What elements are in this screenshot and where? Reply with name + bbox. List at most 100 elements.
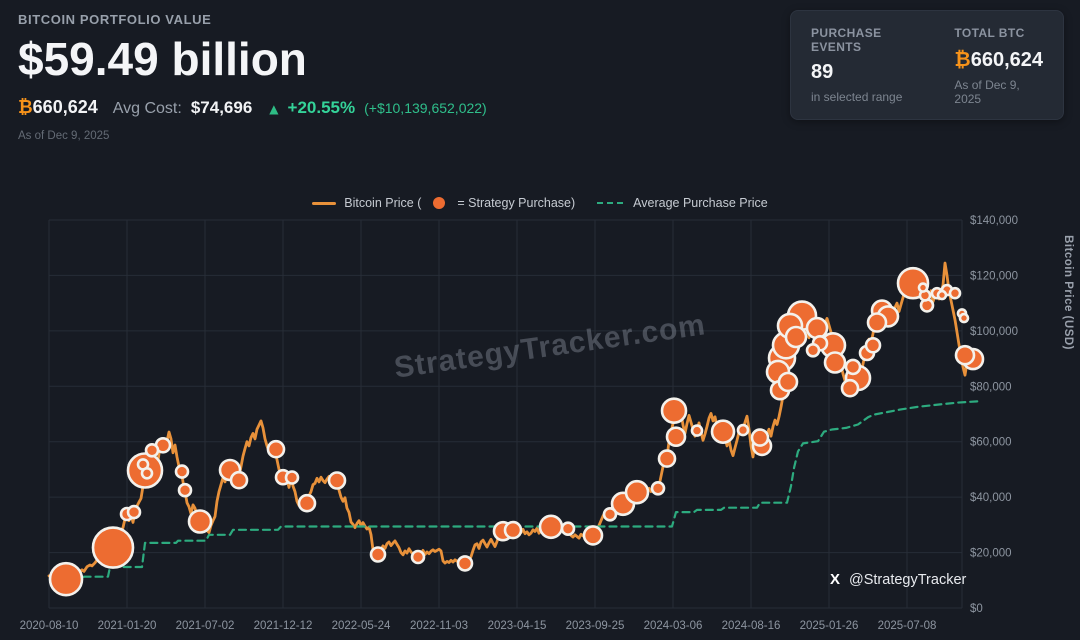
purchase-marker[interactable] <box>140 466 154 480</box>
purchase-marker[interactable] <box>917 282 929 293</box>
purchase-marker[interactable] <box>665 426 687 448</box>
x-tick-label: 2021-12-12 <box>254 620 313 632</box>
x-tick-label: 2023-09-25 <box>566 620 625 632</box>
purchase-marker[interactable] <box>736 423 750 437</box>
btc-icon: ₿ <box>18 97 33 119</box>
x-tick-label: 2025-07-08 <box>878 620 937 632</box>
purchase-marker[interactable] <box>602 506 618 522</box>
y-tick-label: $0 <box>970 603 983 615</box>
x-tick-label: 2021-07-02 <box>176 620 235 632</box>
btc-icon: ₿ <box>954 47 971 71</box>
change-absolute: (+$10,139,652,022) <box>364 100 487 117</box>
credit: X @StrategyTracker <box>830 571 966 588</box>
purchase-marker[interactable] <box>948 286 962 300</box>
purchase-marker[interactable] <box>660 397 688 425</box>
avg-cost-label: Avg Cost: <box>112 100 182 118</box>
legend-price-suffix: = Strategy Purchase) <box>457 196 576 210</box>
purchase-marker[interactable] <box>410 549 426 565</box>
total-btc-label: TOTAL BTC <box>954 26 1025 40</box>
purchase-marker[interactable] <box>48 561 84 597</box>
purchase-marker[interactable] <box>503 520 523 540</box>
avg-line-swatch <box>597 202 624 204</box>
stats-panel: PURCHASE EVENTS 89 in selected range TOT… <box>790 10 1064 120</box>
axis-labels: $140,000 $120,000 $100,000 $80,000 $60,000 $4… <box>20 215 1018 632</box>
purchase-events-value: 89 <box>811 61 834 83</box>
purchase-marker[interactable] <box>750 428 770 447</box>
purchase-marker[interactable] <box>823 351 847 374</box>
purchase-marker[interactable] <box>624 479 650 505</box>
as-of-date: As of Dec 9, 2025 <box>18 130 110 143</box>
total-btc-stat: TOTAL BTC ₿660,624 As of Dec 9, 2025 <box>954 26 1043 106</box>
x-tick-label: 2022-11-03 <box>410 620 468 632</box>
purchase-marker[interactable] <box>144 442 160 458</box>
x-tick-label: 2024-03-06 <box>644 620 703 632</box>
purchase-marker[interactable] <box>864 336 882 354</box>
purchase-marker[interactable] <box>266 439 286 459</box>
purchase-marker[interactable] <box>91 526 135 569</box>
purchase-marker[interactable] <box>650 480 666 496</box>
stats-row: ₿660,624 Avg Cost: $74,696 ▲ +20.55% (+$… <box>18 97 487 118</box>
purchase-marker[interactable] <box>126 504 142 520</box>
purchase-marker[interactable] <box>560 521 576 537</box>
purchase-marker[interactable] <box>840 378 860 398</box>
purchase-marker[interactable] <box>805 342 821 358</box>
purchase-marker[interactable] <box>229 470 249 490</box>
x-tick-label: 2024-08-16 <box>722 620 781 632</box>
purchase-events-stat: PURCHASE EVENTS 89 in selected range <box>811 26 916 106</box>
x-tick-label: 2023-04-15 <box>488 620 547 632</box>
y-tick-label: $20,000 <box>970 548 1012 560</box>
y-tick-label: $60,000 <box>970 437 1012 449</box>
purchase-marker[interactable] <box>784 325 808 349</box>
purchase-marker[interactable] <box>369 546 387 563</box>
purchase-dot-icon <box>433 197 446 209</box>
x-tick-label: 2025-01-26 <box>800 620 859 632</box>
credit-handle: @StrategyTracker <box>849 571 967 588</box>
purchase-events-label: PURCHASE EVENTS <box>811 26 882 54</box>
y-tick-label: $140,000 <box>970 215 1018 227</box>
x-tick-label: 2020-08-10 <box>20 620 79 632</box>
up-arrow-icon: ▲ <box>269 102 279 117</box>
x-logo-icon: X <box>830 571 841 588</box>
legend-avg-label: Average Purchase Price <box>633 196 768 210</box>
purchase-marker[interactable] <box>187 509 213 534</box>
purchase-marker[interactable] <box>327 471 347 490</box>
purchase-marker[interactable] <box>284 470 300 485</box>
purchase-markers[interactable] <box>48 266 985 597</box>
total-btc-sub: As of Dec 9, 2025 <box>954 78 1020 106</box>
purchase-marker[interactable] <box>958 312 970 324</box>
grid <box>48 219 963 609</box>
purchase-events-sub: in selected range <box>811 90 903 104</box>
portfolio-value: $59.49 billion <box>18 33 307 85</box>
header: BITCOIN PORTFOLIO VALUE $59.49 billion ₿… <box>18 12 487 142</box>
purchase-marker[interactable] <box>297 493 317 513</box>
y-axis-title: Bitcoin Price (USD) <box>1062 235 1074 350</box>
purchase-marker[interactable] <box>777 371 799 393</box>
y-tick-label: $40,000 <box>970 492 1012 504</box>
page-title: BITCOIN PORTFOLIO VALUE <box>18 12 212 27</box>
y-tick-label: $80,000 <box>970 381 1012 393</box>
btc-holdings: 660,624 <box>32 97 98 118</box>
x-tick-label: 2022-05-24 <box>332 620 391 632</box>
purchase-marker[interactable] <box>657 449 677 468</box>
total-btc-value: ₿660,624 <box>954 47 1043 71</box>
purchase-marker[interactable] <box>690 424 704 437</box>
purchase-marker[interactable] <box>844 358 862 376</box>
y-tick-label: $100,000 <box>970 326 1018 338</box>
purchase-marker[interactable] <box>177 482 193 498</box>
purchase-marker[interactable] <box>710 419 736 445</box>
purchase-marker[interactable] <box>582 525 604 546</box>
change-percent: +20.55% <box>287 98 356 118</box>
purchase-marker[interactable] <box>538 514 564 540</box>
purchase-marker[interactable] <box>954 344 976 366</box>
purchase-marker[interactable] <box>936 289 948 301</box>
average-purchase-price-line <box>58 400 980 580</box>
purchase-marker[interactable] <box>174 464 190 479</box>
avg-cost-value: $74,696 <box>190 98 253 118</box>
legend-price-prefix: Bitcoin Price ( <box>344 196 422 210</box>
purchase-marker[interactable] <box>456 555 474 572</box>
price-line-swatch <box>312 201 337 205</box>
purchase-marker[interactable] <box>866 312 888 333</box>
y-tick-label: $120,000 <box>970 270 1018 282</box>
